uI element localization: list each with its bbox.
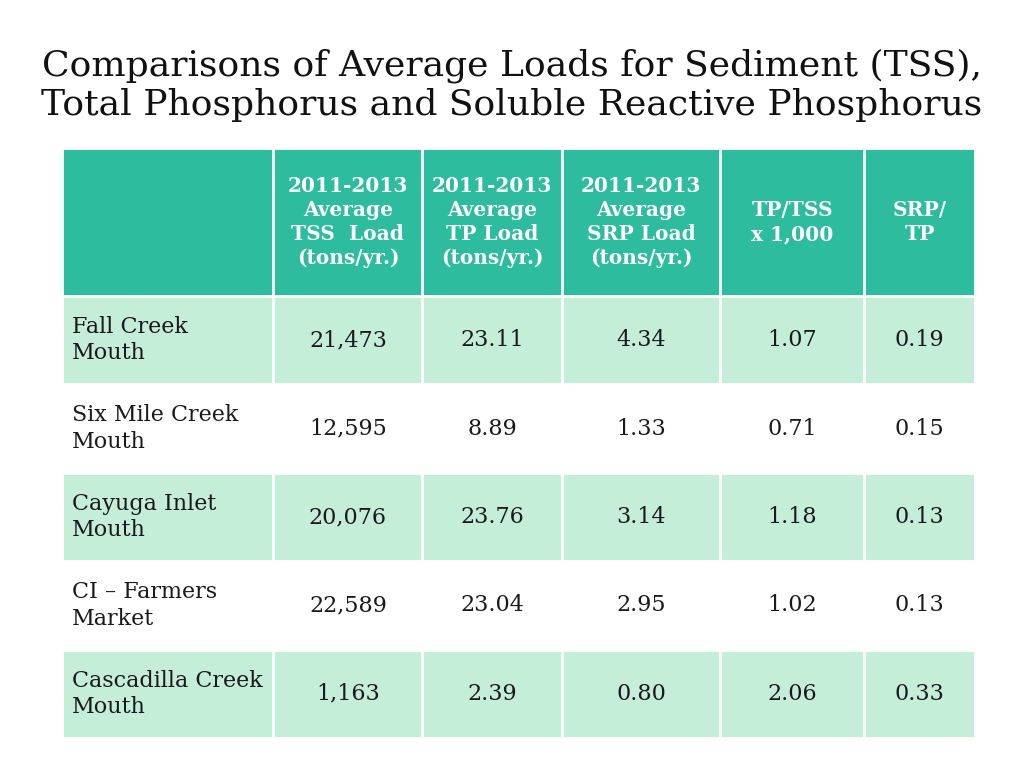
Text: 23.04: 23.04 bbox=[460, 594, 524, 617]
Text: Fall Creek
Mouth: Fall Creek Mouth bbox=[72, 316, 187, 364]
Text: 0.19: 0.19 bbox=[895, 329, 944, 351]
Text: CI – Farmers
Market: CI – Farmers Market bbox=[72, 581, 217, 630]
Text: SRP/
TP: SRP/ TP bbox=[893, 200, 947, 244]
Polygon shape bbox=[62, 561, 975, 650]
Text: 8.89: 8.89 bbox=[467, 418, 517, 439]
Text: 20,076: 20,076 bbox=[309, 506, 387, 528]
Text: Total Phosphorus and Soluble Reactive Phosphorus: Total Phosphorus and Soluble Reactive Ph… bbox=[41, 88, 983, 122]
Polygon shape bbox=[62, 385, 975, 473]
Text: 22,589: 22,589 bbox=[309, 594, 387, 617]
Polygon shape bbox=[62, 148, 975, 296]
Text: 0.71: 0.71 bbox=[768, 418, 817, 439]
Text: Six Mile Creek
Mouth: Six Mile Creek Mouth bbox=[72, 405, 239, 452]
Text: 2.39: 2.39 bbox=[467, 683, 517, 705]
Polygon shape bbox=[62, 296, 975, 385]
Text: 1.02: 1.02 bbox=[768, 594, 817, 617]
Text: 23.11: 23.11 bbox=[460, 329, 524, 351]
Text: 4.34: 4.34 bbox=[616, 329, 666, 351]
Text: 21,473: 21,473 bbox=[309, 329, 387, 351]
Text: 0.33: 0.33 bbox=[895, 683, 945, 705]
Text: 2011-2013
Average
SRP Load
(tons/yr.): 2011-2013 Average SRP Load (tons/yr.) bbox=[581, 176, 701, 268]
Text: 2011-2013
Average
TP Load
(tons/yr.): 2011-2013 Average TP Load (tons/yr.) bbox=[432, 176, 552, 268]
Text: 0.80: 0.80 bbox=[616, 683, 666, 705]
Text: 2.95: 2.95 bbox=[616, 594, 666, 617]
Polygon shape bbox=[62, 473, 975, 561]
Text: 2011-2013
Average
TSS  Load
(tons/yr.): 2011-2013 Average TSS Load (tons/yr.) bbox=[288, 176, 409, 268]
Polygon shape bbox=[62, 650, 975, 738]
Text: 12,595: 12,595 bbox=[309, 418, 387, 439]
Text: 1.07: 1.07 bbox=[768, 329, 817, 351]
Text: 0.13: 0.13 bbox=[895, 594, 944, 617]
Text: 23.76: 23.76 bbox=[460, 506, 524, 528]
Text: 1.33: 1.33 bbox=[616, 418, 666, 439]
Text: 2.06: 2.06 bbox=[768, 683, 817, 705]
Text: TP/TSS
x 1,000: TP/TSS x 1,000 bbox=[752, 200, 834, 244]
Text: 1.18: 1.18 bbox=[768, 506, 817, 528]
Text: 1,163: 1,163 bbox=[316, 683, 380, 705]
Text: Comparisons of Average Loads for Sediment (TSS),: Comparisons of Average Loads for Sedimen… bbox=[42, 48, 982, 83]
Text: 0.15: 0.15 bbox=[895, 418, 944, 439]
Text: Cayuga Inlet
Mouth: Cayuga Inlet Mouth bbox=[72, 493, 216, 541]
Text: 0.13: 0.13 bbox=[895, 506, 944, 528]
Text: 3.14: 3.14 bbox=[616, 506, 666, 528]
Text: Cascadilla Creek
Mouth: Cascadilla Creek Mouth bbox=[72, 670, 263, 718]
